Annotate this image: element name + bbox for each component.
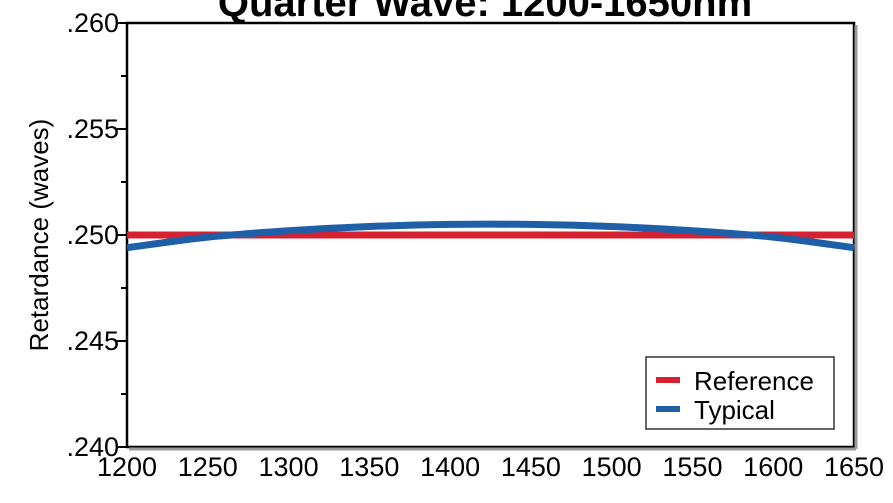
y-tick-label: .245 [66, 326, 119, 356]
x-tick-label: 1250 [178, 452, 238, 482]
y-tick-label: .255 [66, 114, 119, 144]
series-line-typical [126, 220, 855, 252]
y-axis: .240 .245 .250 .255 .260 [66, 8, 127, 462]
y-axis-label: Retardance (waves) [24, 119, 54, 352]
y-tick-label: .260 [66, 8, 119, 38]
x-tick-label: 1350 [339, 452, 399, 482]
x-tick-label: 1550 [662, 452, 722, 482]
x-tick-label: 1500 [582, 452, 642, 482]
y-tick-label: .250 [66, 220, 119, 250]
x-axis: 1200 1250 1300 1350 1400 1450 1500 1550 1600 1650 [97, 452, 884, 482]
x-tick-label: 1200 [97, 452, 157, 482]
series-layer [126, 220, 855, 252]
x-tick-label: 1650 [824, 452, 884, 482]
x-tick-label: 1600 [743, 452, 803, 482]
x-tick-label: 1300 [259, 452, 319, 482]
x-tick-label: 1400 [420, 452, 480, 482]
legend: Reference Typical [645, 356, 835, 430]
y-tick-label: .240 [66, 432, 119, 462]
x-tick-label: 1450 [501, 452, 561, 482]
legend-label-typical: Typical [694, 395, 775, 425]
legend-box [645, 356, 835, 430]
legend-label-reference: Reference [694, 366, 814, 396]
chart-title: Quarter Wave: 1200-1650nm [218, 0, 752, 25]
